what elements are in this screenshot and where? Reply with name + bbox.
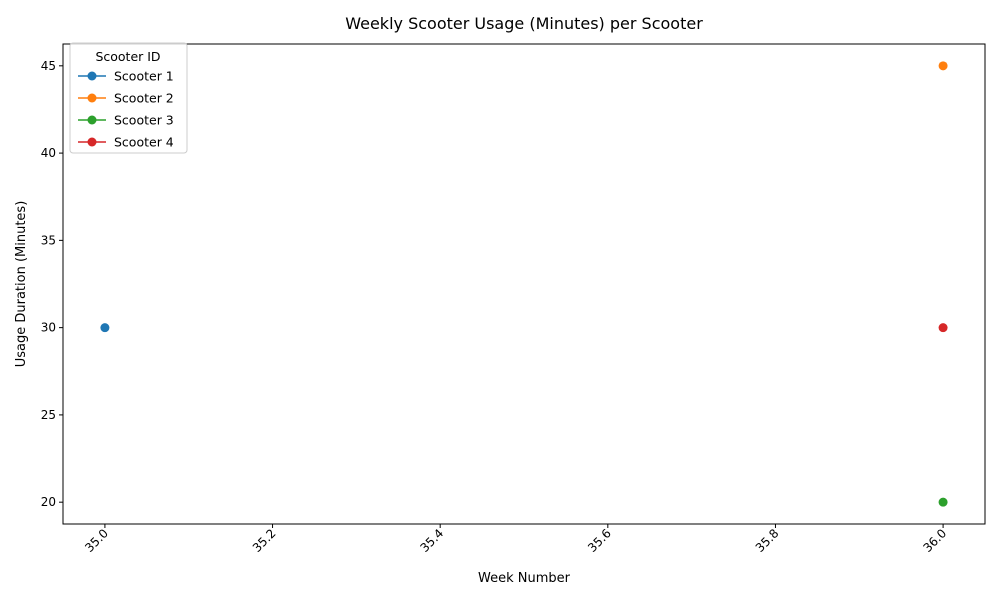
legend-item: Scooter 1 (78, 69, 174, 84)
legend-marker (87, 71, 97, 81)
series-4 (938, 323, 948, 333)
y-tick-label: 40 (41, 146, 56, 160)
series-layer (100, 61, 948, 507)
y-tick-label: 25 (41, 408, 56, 422)
y-axis-label: Usage Duration (Minutes) (14, 201, 29, 368)
chart-title: Weekly Scooter Usage (Minutes) per Scoot… (345, 14, 703, 33)
legend-label: Scooter 3 (114, 113, 174, 128)
y-tick-label: 35 (41, 233, 56, 247)
legend-marker (87, 137, 97, 147)
series-1 (100, 323, 110, 333)
data-point (100, 323, 110, 333)
y-axis: 20 25 30 35 40 45 (41, 59, 63, 509)
legend-frame (69, 42, 188, 154)
legend-marker (87, 115, 97, 125)
series-2 (938, 61, 948, 71)
data-point (938, 61, 948, 71)
legend-label: Scooter 2 (114, 91, 174, 106)
legend-item: Scooter 3 (78, 113, 174, 128)
legend-title: Scooter ID (95, 49, 160, 64)
x-axis-label: Week Number (478, 571, 571, 586)
y-tick-label: 20 (41, 495, 56, 509)
legend-item: Scooter 4 (78, 135, 174, 150)
legend-label: Scooter 1 (114, 69, 174, 84)
data-point (938, 323, 948, 333)
plot-area (62, 43, 986, 525)
legend-items: Scooter 1 Scooter 2 Scooter 3 Scooter 4 (78, 69, 174, 150)
legend-marker (87, 93, 97, 103)
series-3 (938, 497, 948, 507)
data-point (938, 497, 948, 507)
legend-label: Scooter 4 (114, 135, 174, 150)
y-tick-label: 45 (41, 59, 56, 73)
plot-frame (62, 43, 986, 525)
y-tick-label: 30 (41, 321, 56, 335)
legend-item: Scooter 2 (78, 91, 174, 106)
